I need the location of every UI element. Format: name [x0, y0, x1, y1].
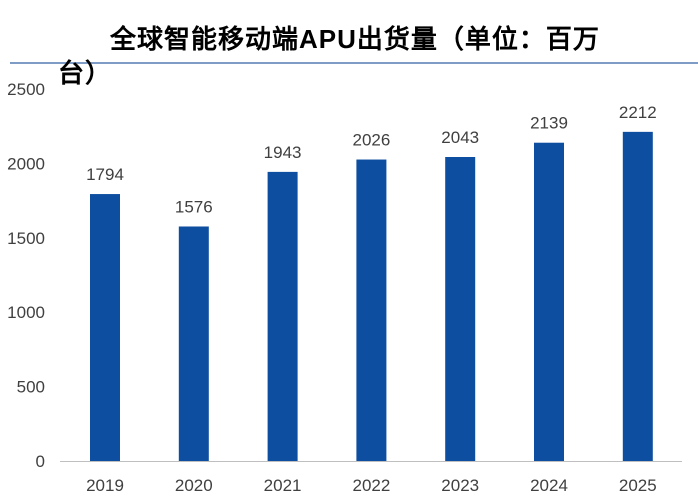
bar-2024 [534, 142, 564, 461]
bar-2021 [267, 171, 298, 462]
y-tick-label: 2000 [7, 154, 45, 173]
bar-2019 [90, 194, 120, 461]
data-label: 2212 [619, 103, 657, 122]
bar-2023 [445, 157, 476, 462]
chart-title: 全球智能移动端APU出货量（单位：百万台） [58, 24, 600, 88]
x-tick-label: 2020 [175, 476, 213, 495]
data-label: 1794 [86, 165, 124, 184]
y-tick-label: 1500 [7, 229, 45, 248]
bar-2022 [356, 159, 387, 462]
data-label: 1576 [175, 197, 213, 216]
x-tick-label: 2024 [530, 476, 568, 495]
y-tick-label: 0 [36, 452, 45, 471]
x-tick-label: 2019 [86, 476, 124, 495]
x-tick-label: 2022 [352, 476, 390, 495]
y-tick-label: 1000 [7, 303, 45, 322]
y-tick-label: 500 [17, 378, 45, 397]
data-label: 2026 [352, 131, 390, 150]
data-label: 1943 [264, 143, 302, 162]
bar-2025 [622, 131, 653, 461]
x-tick-label: 2025 [619, 476, 657, 495]
data-label: 2043 [441, 128, 479, 147]
x-tick-label: 2023 [441, 476, 479, 495]
y-tick-label: 2500 [7, 80, 45, 99]
bar-2020 [178, 226, 209, 461]
title-divider [10, 62, 698, 64]
data-label: 2139 [530, 114, 568, 133]
x-tick-label: 2021 [264, 476, 302, 495]
